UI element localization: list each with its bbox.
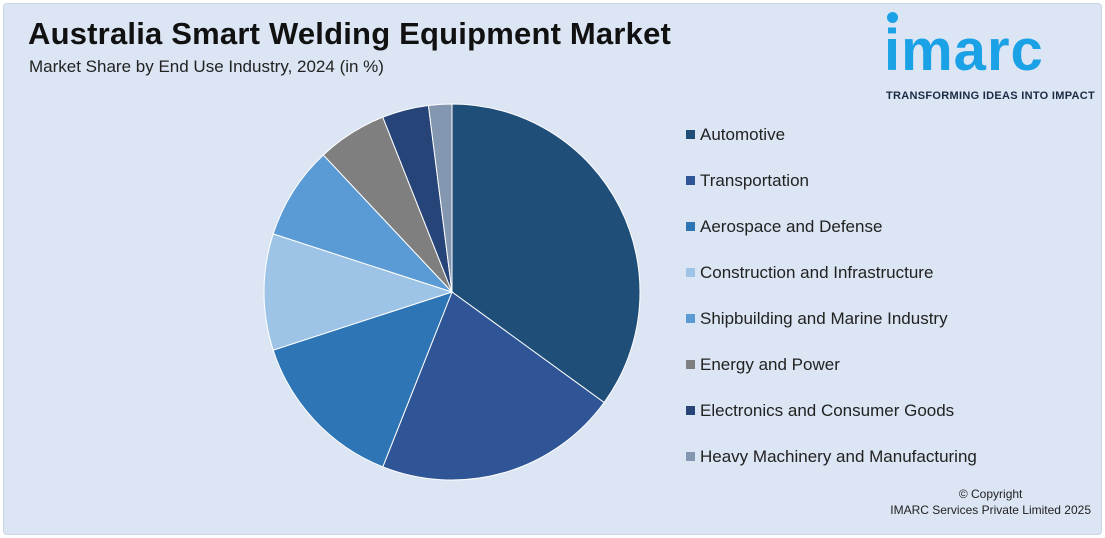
legend-item: Energy and Power <box>686 354 840 376</box>
copyright-company: IMARC Services Private Limited 2025 <box>890 503 1091 517</box>
legend-label: Automotive <box>700 125 786 144</box>
legend-item: Aerospace and Defense <box>686 216 882 238</box>
legend-label: Heavy Machinery and Manufacturing <box>700 447 977 466</box>
legend-swatch <box>686 130 695 140</box>
legend-swatch <box>686 360 695 370</box>
legend-swatch <box>686 268 695 278</box>
copyright-label: © Copyright <box>958 487 1023 501</box>
legend-label: Shipbuilding and Marine Industry <box>700 309 948 328</box>
legend-swatch <box>686 452 695 462</box>
legend-item: Transportation <box>686 170 809 192</box>
legend-label: Construction and Infrastructure <box>700 263 934 282</box>
legend-swatch <box>686 314 695 324</box>
legend-swatch <box>686 222 695 232</box>
pie-slice-construction-and-infrastructure <box>263 233 454 351</box>
legend-item: Heavy Machinery and Manufacturing <box>686 446 977 468</box>
imarc-logo: imarc TRANSFORMING IDEAS INTO IMPACT <box>880 12 1096 104</box>
legend-item: Construction and Infrastructure <box>686 262 933 284</box>
logo-dot-icon <box>887 12 898 23</box>
legend-item: Electronics and Consumer Goods <box>686 400 954 422</box>
pie-slice-automotive <box>451 103 641 404</box>
logo-wordmark: imarc <box>884 18 1044 83</box>
pie-slice-heavy-machinery-and-manufacturing <box>427 103 453 293</box>
chart-title: Australia Smart Welding Equipment Market <box>28 16 672 51</box>
legend-label: Aerospace and Defense <box>700 217 883 236</box>
legend-item: Automotive <box>686 124 785 146</box>
legend-swatch <box>686 406 695 416</box>
legend-label: Transportation <box>700 171 809 190</box>
legend-label: Energy and Power <box>700 355 840 374</box>
legend-swatch <box>686 176 695 186</box>
pie-slice-shipbuilding-and-marine-industry <box>272 154 453 293</box>
legend-label: Electronics and Consumer Goods <box>700 401 955 420</box>
legend-item: Shipbuilding and Marine Industry <box>686 308 948 330</box>
logo-tagline: TRANSFORMING IDEAS INTO IMPACT <box>886 90 1096 102</box>
pie-slice-transportation <box>382 291 605 481</box>
copyright-note: © Copyright IMARC Services Private Limit… <box>890 486 1091 518</box>
chart-subtitle: Market Share by End Use Industry, 2024 (… <box>29 57 384 76</box>
